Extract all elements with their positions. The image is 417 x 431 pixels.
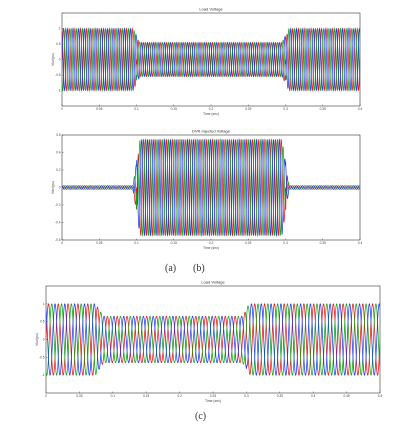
y-tick-label: 0.5 bbox=[40, 320, 45, 324]
y-tick-label: -0.5 bbox=[39, 355, 45, 359]
x-tick-label: 0.15 bbox=[171, 107, 177, 111]
series-line-phase-c bbox=[46, 303, 380, 376]
series-line-phase-a bbox=[46, 303, 380, 376]
x-tick-label: 0.35 bbox=[320, 241, 326, 245]
dvr-injected-voltage-plot: DVR Injected Voltage 0 0.05 0.1 0.15 0.2 0.25 0… bbox=[51, 129, 363, 251]
y-axis-label: Vdvr(pu) bbox=[51, 181, 55, 194]
series-line-phase-a bbox=[62, 138, 360, 237]
y-tick-label: 1 bbox=[43, 302, 45, 306]
x-tick-label: 0.35 bbox=[277, 394, 283, 398]
x-tick-label: 0.4 bbox=[311, 394, 316, 398]
load-voltage-chart-a: Load Voltage 0 0.05 0.1 0.15 0.2 0.25 0.3 0.35 0.… bbox=[50, 4, 364, 120]
series-line-phase-b bbox=[62, 138, 360, 237]
x-tick-label: 0.05 bbox=[96, 107, 102, 111]
x-tick-label: 0.25 bbox=[245, 107, 251, 111]
y-tick-label: 0 bbox=[59, 186, 61, 190]
chart-title: Load Voltage bbox=[199, 7, 223, 12]
x-tick-label: 0.4 bbox=[358, 107, 363, 111]
x-tick-label: 0.2 bbox=[209, 107, 214, 111]
y-tick-label: -1 bbox=[58, 89, 61, 93]
y-tick-label: -0.4 bbox=[55, 221, 61, 225]
caption-a: (a) bbox=[165, 263, 177, 274]
x-tick-label: 0.25 bbox=[210, 394, 216, 398]
series-line-phase-c bbox=[62, 27, 360, 92]
x-tick-label: 0.1 bbox=[111, 394, 116, 398]
x-tick-label: 0.15 bbox=[143, 394, 149, 398]
x-tick-label: 0 bbox=[45, 394, 47, 398]
load-voltage-chart-c: Load Voltage 0 0.05 0.1 0.15 0.2 0.25 0.3 0.35 0.… bbox=[34, 279, 384, 407]
x-tick-label: 0.05 bbox=[76, 394, 82, 398]
load-voltage-plot: Load Voltage 0 0.05 0.1 0.15 0.2 0.25 0.3 0.35 0.… bbox=[51, 7, 363, 117]
y-tick-label: 1 bbox=[59, 27, 61, 31]
x-tick-label: 0.3 bbox=[244, 394, 249, 398]
series-line-phase-b bbox=[46, 303, 380, 376]
series-line-phase-a bbox=[62, 27, 360, 92]
x-tick-label: 0.35 bbox=[320, 107, 326, 111]
load-voltage-plot-c: Load Voltage 0 0.05 0.1 0.15 0.2 0.25 0.3 0.35 0.… bbox=[35, 280, 383, 404]
caption-c: (c) bbox=[195, 411, 207, 422]
y-tick-label: 0.5 bbox=[56, 42, 61, 46]
x-tick-label: 0.2 bbox=[209, 241, 214, 245]
x-tick-label: 0.2 bbox=[177, 394, 182, 398]
x-tick-label: 0 bbox=[61, 241, 63, 245]
y-tick-label: 0.6 bbox=[56, 133, 61, 137]
y-tick-label: 0 bbox=[43, 338, 45, 342]
x-tick-label: 0 bbox=[61, 107, 63, 111]
y-tick-label: -0.6 bbox=[55, 238, 61, 242]
y-tick-label: -0.2 bbox=[55, 203, 61, 207]
series-line-phase-b bbox=[62, 27, 360, 92]
chart-title: DVR Injected Voltage bbox=[192, 129, 231, 134]
y-axis-label: Vout(pu) bbox=[35, 333, 39, 346]
x-tick-label: 0.45 bbox=[343, 394, 349, 398]
x-tick-label: 0.05 bbox=[96, 241, 102, 245]
x-tick-label: 0.25 bbox=[245, 241, 251, 245]
chart-title: Load Voltage bbox=[201, 280, 225, 285]
y-tick-label: 0.4 bbox=[56, 151, 61, 155]
x-axis-label: Time (sec) bbox=[205, 399, 221, 403]
x-axis-label: Time (sec) bbox=[203, 112, 219, 116]
x-axis-label: Time (sec) bbox=[203, 246, 219, 250]
x-tick-label: 0.1 bbox=[134, 241, 139, 245]
x-tick-label: 0.3 bbox=[283, 107, 288, 111]
caption-b: (b) bbox=[193, 263, 205, 274]
y-tick-label: -1 bbox=[42, 373, 45, 377]
x-tick-label: 0.1 bbox=[134, 107, 139, 111]
x-tick-label: 0.15 bbox=[171, 241, 177, 245]
y-tick-label: -0.5 bbox=[55, 73, 61, 77]
series-line-phase-c bbox=[62, 138, 360, 237]
dvr-injected-voltage-chart-b: DVR Injected Voltage 0 0.05 0.1 0.15 0.2 0.25 0… bbox=[50, 126, 364, 254]
x-tick-label: 0.5 bbox=[378, 394, 383, 398]
y-axis-label: Vout(pu) bbox=[51, 53, 55, 66]
y-tick-label: 0 bbox=[59, 58, 61, 62]
y-tick-label: 0.2 bbox=[56, 168, 61, 172]
x-tick-label: 0.4 bbox=[358, 241, 363, 245]
x-tick-label: 0.3 bbox=[283, 241, 288, 245]
